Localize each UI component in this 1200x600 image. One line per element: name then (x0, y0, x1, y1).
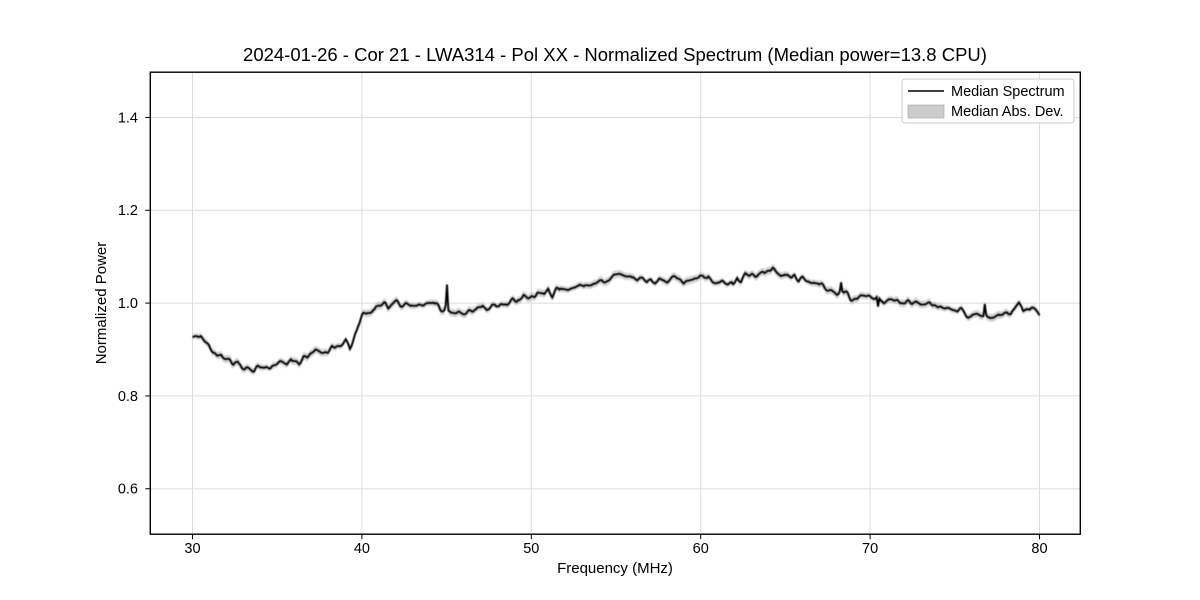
svg-text:Median Spectrum: Median Spectrum (951, 84, 1065, 100)
svg-text:Frequency (MHz): Frequency (MHz) (557, 560, 673, 577)
svg-text:40: 40 (354, 541, 370, 557)
svg-text:1.0: 1.0 (118, 296, 138, 312)
svg-text:70: 70 (862, 541, 878, 557)
svg-text:80: 80 (1031, 541, 1047, 557)
svg-text:1.4: 1.4 (118, 110, 138, 126)
svg-text:2024-01-26 - Cor 21 - LWA314 -: 2024-01-26 - Cor 21 - LWA314 - Pol XX - … (243, 44, 987, 65)
svg-text:60: 60 (693, 541, 709, 557)
svg-text:0.8: 0.8 (118, 389, 138, 405)
svg-text:50: 50 (523, 541, 539, 557)
svg-text:Normalized Power: Normalized Power (93, 242, 110, 365)
svg-text:Median Abs. Dev.: Median Abs. Dev. (951, 104, 1064, 120)
svg-text:1.2: 1.2 (118, 203, 138, 219)
svg-text:0.6: 0.6 (118, 482, 138, 498)
svg-text:30: 30 (184, 541, 200, 557)
